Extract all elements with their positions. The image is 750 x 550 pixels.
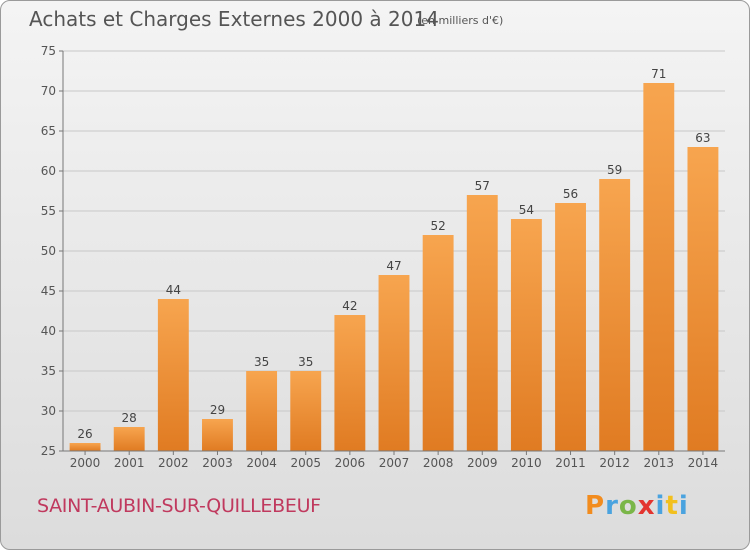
x-tick-label: 2011 [555, 456, 586, 470]
x-tick-label: 2012 [599, 456, 630, 470]
data-label-2001: 28 [122, 411, 137, 425]
data-label-2011: 56 [563, 187, 578, 201]
x-tick-label: 2005 [290, 456, 321, 470]
y-tick-label: 55 [41, 204, 56, 218]
bar-2012 [599, 179, 631, 451]
x-tick-label: 2002 [158, 456, 189, 470]
bar-2013 [643, 83, 675, 451]
y-tick-label: 65 [41, 124, 56, 138]
y-tick-label: 50 [41, 244, 56, 258]
bar-2007 [378, 275, 410, 451]
y-tick-label: 30 [41, 404, 56, 418]
data-label-2004: 35 [254, 355, 269, 369]
bar-2000 [69, 443, 101, 451]
data-label-2009: 57 [475, 179, 490, 193]
bar-2005 [290, 371, 322, 451]
proxiti-logo: Proxiti [585, 491, 689, 521]
x-tick-label: 2009 [467, 456, 498, 470]
data-label-2007: 47 [386, 259, 401, 273]
y-tick-label: 25 [41, 444, 56, 458]
y-tick-label: 40 [41, 324, 56, 338]
y-tick-label: 35 [41, 364, 56, 378]
data-label-2012: 59 [607, 163, 622, 177]
bar-2011 [555, 203, 586, 451]
data-label-2000: 26 [77, 427, 92, 441]
x-tick-label: 2013 [644, 456, 675, 470]
data-label-2008: 52 [430, 219, 445, 233]
x-tick-label: 2010 [511, 456, 542, 470]
y-tick-label: 45 [41, 284, 56, 298]
commune-name: SAINT-AUBIN-SUR-QUILLEBEUF [37, 495, 321, 517]
x-tick-label: 2000 [70, 456, 101, 470]
x-tick-label: 2007 [379, 456, 410, 470]
x-tick-label: 2008 [423, 456, 454, 470]
bar-2002 [157, 299, 189, 451]
bar-2009 [466, 195, 498, 451]
bar-2004 [246, 371, 278, 451]
data-label-2014: 63 [695, 131, 710, 145]
x-tick-label: 2006 [335, 456, 366, 470]
y-tick-label: 70 [41, 84, 56, 98]
bar-2001 [113, 427, 145, 451]
y-tick-label: 60 [41, 164, 56, 178]
bar-2006 [334, 315, 366, 451]
data-label-2006: 42 [342, 299, 357, 313]
x-tick-label: 2003 [202, 456, 233, 470]
x-tick-label: 2001 [114, 456, 145, 470]
bar-2010 [510, 219, 542, 451]
data-label-2010: 54 [519, 203, 534, 217]
data-label-2013: 71 [651, 67, 666, 81]
bar-2008 [422, 235, 454, 451]
chart-unit: (en milliers d'€) [417, 14, 504, 27]
chart-title: Achats et Charges Externes 2000 à 2014 [29, 7, 439, 31]
y-tick-label: 75 [41, 44, 56, 58]
bar-2014 [687, 147, 719, 451]
data-label-2003: 29 [210, 403, 225, 417]
x-tick-label: 2014 [688, 456, 719, 470]
x-tick-label: 2004 [246, 456, 277, 470]
bar-2003 [202, 419, 233, 451]
data-label-2002: 44 [166, 283, 181, 297]
data-label-2005: 35 [298, 355, 313, 369]
